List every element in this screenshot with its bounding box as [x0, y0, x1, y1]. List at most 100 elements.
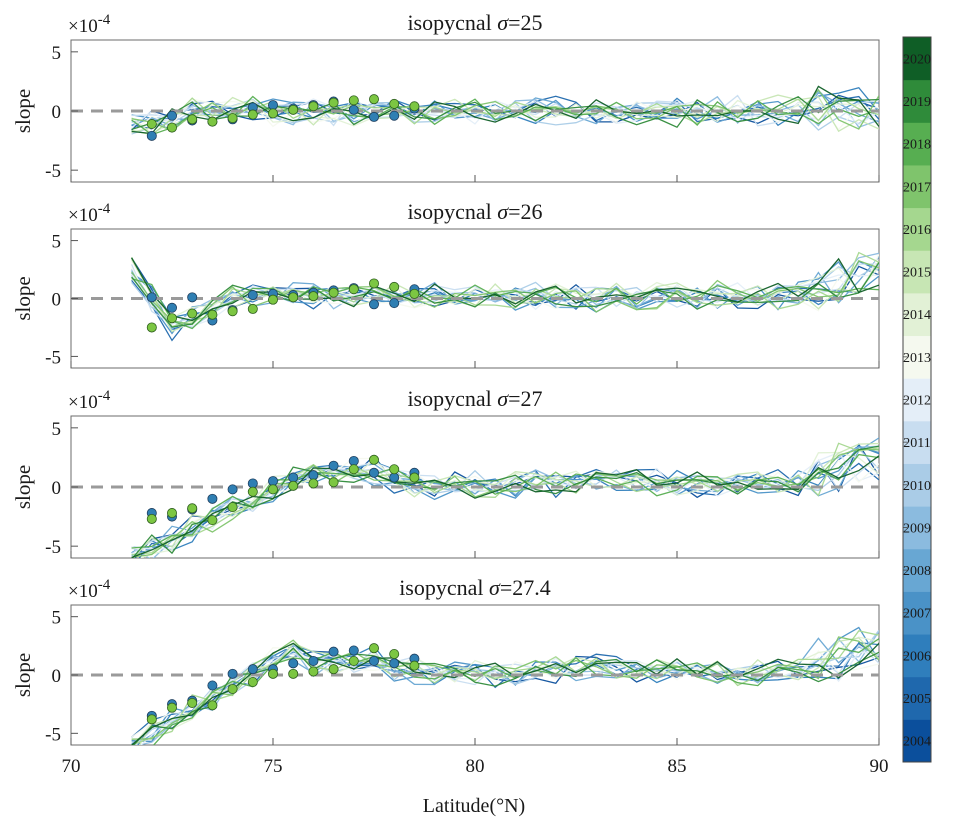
y-tick-label: -5 [45, 537, 61, 558]
scatter-point-blue [146, 292, 157, 303]
colorbar-tick-label: 2010 [903, 479, 931, 494]
colorbar: 2004 2005 2006 2007 2008 2009 2010 2011 2012 2013… [902, 36, 932, 763]
scatter-point-green [288, 668, 299, 679]
scatter-point-blue [389, 472, 400, 483]
year-line-2018 [131, 453, 879, 549]
scatter-point-blue [389, 110, 400, 121]
y-tick-label: 5 [52, 43, 62, 64]
scatter-point-blue [348, 455, 359, 466]
colorbar-segment-2012 [903, 378, 931, 422]
y-exponent-label: ×10-4 [68, 201, 111, 226]
colorbar-segment-2013 [903, 335, 931, 379]
colorbar-segment-2004 [903, 719, 931, 763]
scatter-point-blue [368, 111, 379, 122]
scatter-point-blue [288, 658, 299, 669]
colorbar-segment-2005 [903, 676, 931, 720]
scatter-point-blue [247, 478, 258, 489]
panel-title-part-2: σ [497, 386, 509, 411]
y-tick-label: -5 [45, 347, 61, 368]
scatter-point-green [308, 101, 319, 112]
scatter-point-green [308, 291, 319, 302]
scatter-point-green [368, 278, 379, 289]
scatter-point-blue [348, 645, 359, 656]
y-exponent-label: ×10-4 [68, 388, 111, 413]
y-tick-label: 0 [52, 102, 62, 123]
panel-title-part-1: isopycnal [407, 10, 497, 35]
scatter-point-green [409, 472, 420, 483]
scatter-point-green [166, 702, 177, 713]
y-exponent-power: -4 [98, 12, 111, 28]
colorbar-tick-label: 2020 [903, 52, 931, 67]
scatter-point-green [207, 116, 218, 127]
panel-2: 5 0 -5 ×10-4 isopycnal σ=26 slope [11, 199, 880, 369]
scatter-point-green [146, 714, 157, 725]
year-line-2017 [131, 636, 879, 740]
panel-title-part-3: =27 [508, 386, 542, 411]
y-exponent-label: ×10-4 [68, 12, 111, 37]
scatter-point-green [348, 656, 359, 667]
scatter-point-green [166, 508, 177, 519]
panel-plot-area [71, 626, 879, 745]
colorbar-tick-label: 2018 [903, 138, 931, 153]
panel-1: 5 0 -5 ×10-4 isopycnal σ=25 slope [11, 10, 880, 183]
scatter-point-blue [247, 664, 258, 675]
scatter-point-blue [207, 680, 218, 691]
colorbar-segment-2017 [903, 164, 931, 209]
colorbar-tick-label: 2005 [903, 692, 931, 707]
year-line-2018 [131, 277, 879, 330]
scatter-point-green [308, 666, 319, 677]
y-tick-label: 5 [52, 608, 62, 629]
scatter-point-green [247, 303, 258, 314]
panel-title-part-2: σ [489, 575, 501, 600]
scatter-point-blue [308, 656, 319, 667]
panel-plot-area [71, 85, 879, 141]
y-tick-label: 0 [52, 290, 62, 311]
colorbar-tick-label: 2011 [903, 436, 930, 451]
x-tick-label: 90 [870, 756, 889, 777]
y-tick-label: 5 [52, 419, 62, 440]
y-tick-label: 0 [52, 666, 62, 687]
colorbar-segment-2009 [903, 506, 931, 550]
colorbar-segment-2006 [903, 634, 931, 678]
scatter-point-green [227, 502, 238, 513]
colorbar-segment-2011 [903, 420, 931, 464]
y-tick-label: 0 [52, 478, 62, 499]
colorbar-segment-2019 [903, 79, 931, 123]
scatter-point-green [247, 486, 258, 497]
x-tick-label: 80 [466, 756, 485, 777]
colorbar-tick-label: 2017 [903, 180, 931, 195]
scatter-point-blue [267, 100, 278, 111]
scatter-point-green [166, 122, 177, 133]
scatter-point-green [267, 668, 278, 679]
scatter-point-green [227, 684, 238, 695]
scatter-point-green [389, 649, 400, 660]
scatter-point-green [146, 119, 157, 130]
scatter-point-green [267, 484, 278, 495]
panel-title-part-1: isopycnal [407, 386, 497, 411]
scatter-point-green [389, 464, 400, 475]
scatter-point-green [187, 698, 198, 709]
panel-title: isopycnal σ=27 [407, 386, 542, 411]
x-tick-label: 85 [668, 756, 687, 777]
colorbar-tick-label: 2006 [903, 649, 931, 664]
scatter-point-blue [187, 292, 198, 303]
scatter-point-green [207, 515, 218, 526]
scatter-point-green [409, 101, 420, 112]
scatter-point-green [328, 97, 339, 108]
scatter-point-green [368, 454, 379, 465]
x-tick-label: 75 [264, 756, 283, 777]
panel-3: 5 0 -5 ×10-4 isopycnal σ=27 slope [11, 386, 880, 559]
y-exponent-power: -4 [98, 577, 111, 593]
y-tick-label: 5 [52, 232, 62, 253]
y-axis-label: slope [11, 89, 35, 133]
scatter-point-green [146, 513, 157, 524]
scatter-point-green [368, 643, 379, 654]
year-line-2019 [131, 445, 879, 558]
scatter-point-green [146, 322, 157, 333]
scatter-point-green [227, 113, 238, 124]
panel-4: 5 0 -5 ×10-4 isopycnal σ=27.4 slope [11, 575, 880, 746]
colorbar-tick-label: 2013 [903, 351, 931, 366]
scatter-point-green [288, 292, 299, 303]
panel-title-part-3: =26 [508, 199, 542, 224]
